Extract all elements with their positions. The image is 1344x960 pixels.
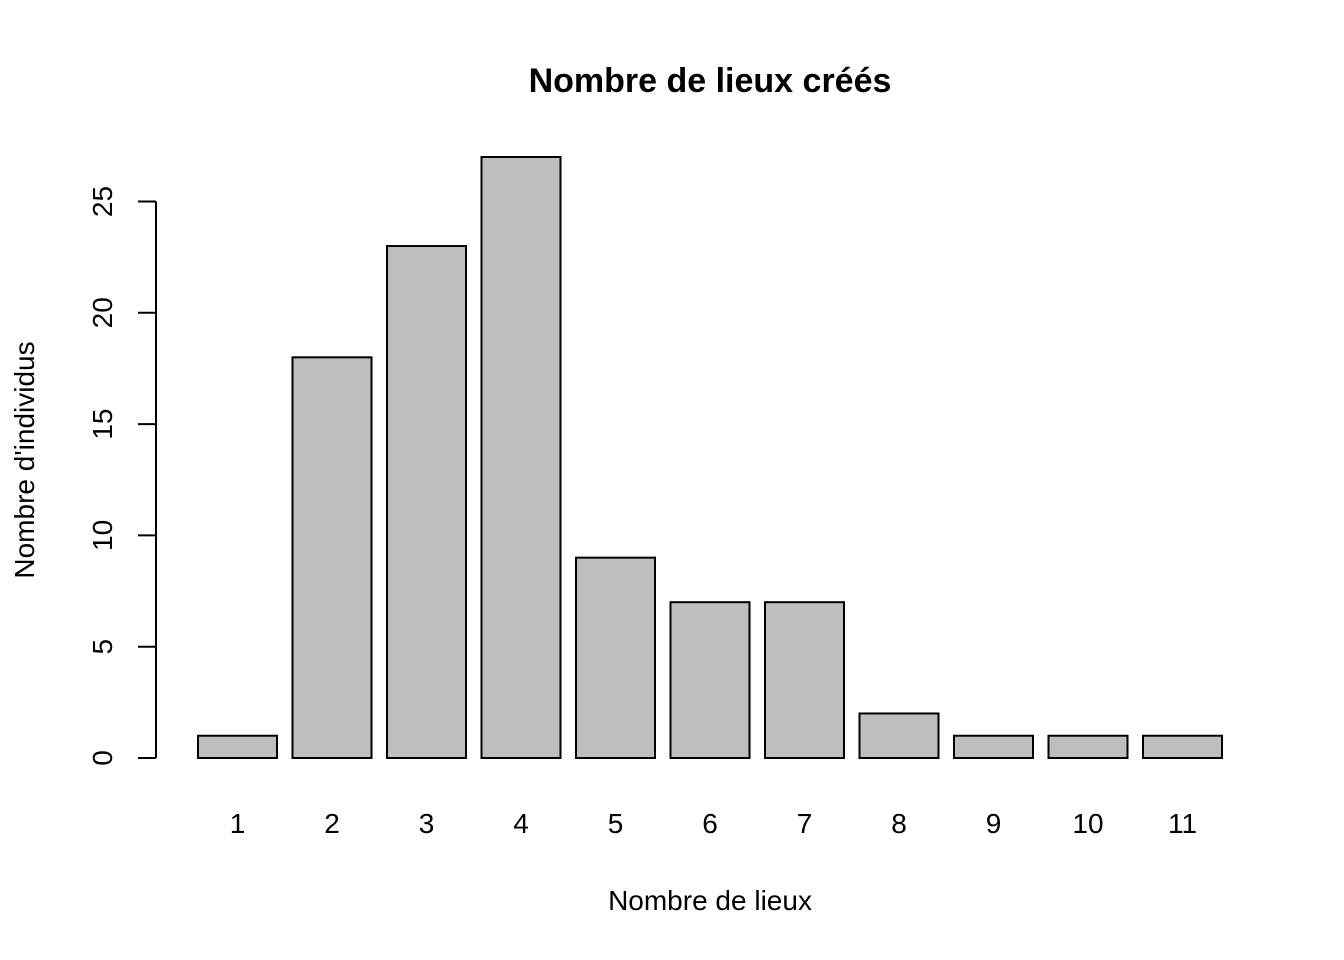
- y-axis: 0 5 10 15 20 25: [87, 186, 157, 766]
- y-tick-label-15: 15: [87, 409, 118, 440]
- y-tick-label-5: 5: [87, 639, 118, 655]
- x-tick-label-5: 5: [608, 808, 624, 839]
- y-axis-title: Nombre d'individus: [9, 341, 40, 578]
- x-tick-label-11: 11: [1168, 808, 1197, 839]
- x-tick-label-2: 2: [324, 808, 340, 839]
- x-tick-label-8: 8: [891, 808, 907, 839]
- bar-10: [1047, 734, 1129, 759]
- x-tick-label-6: 6: [702, 808, 718, 839]
- x-tick-label-9: 9: [986, 808, 1002, 839]
- bar-8: [858, 712, 940, 759]
- y-tick-label-20: 20: [87, 297, 118, 328]
- chart-title: Nombre de lieux créés: [529, 62, 892, 100]
- bar-7: [764, 601, 845, 759]
- x-tick-label-3: 3: [419, 808, 435, 839]
- x-tick-label-4: 4: [513, 808, 529, 839]
- x-axis-title: Nombre de lieux: [608, 885, 812, 916]
- x-tick-label-1: 1: [230, 808, 246, 839]
- y-tick-label-10: 10: [87, 520, 118, 551]
- bar-4: [480, 155, 562, 760]
- bar-6: [669, 601, 751, 759]
- bar-11: [1142, 734, 1223, 759]
- bar-3: [386, 245, 467, 760]
- bar-9: [953, 734, 1034, 759]
- bars-group: [197, 155, 1223, 760]
- bar-1: [197, 734, 278, 759]
- bar-2: [291, 356, 373, 759]
- y-tick-label-25: 25: [87, 186, 118, 217]
- y-tick-label-0: 0: [87, 750, 118, 766]
- x-tick-label-7: 7: [797, 808, 813, 839]
- x-axis-labels: 1 2 3 4 5 6 7 8 9 10 11: [230, 808, 1197, 839]
- bar-5: [575, 556, 656, 759]
- x-tick-label-10: 10: [1072, 808, 1103, 839]
